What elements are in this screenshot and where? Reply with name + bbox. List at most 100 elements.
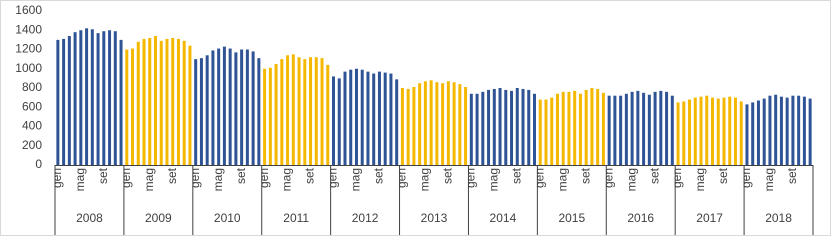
bar (142, 38, 146, 165)
x-tick-label: gen (463, 168, 477, 188)
bar (555, 93, 559, 165)
bar (756, 100, 760, 165)
bar (774, 94, 778, 165)
bar (469, 93, 473, 165)
bar (590, 88, 594, 165)
bar (446, 81, 450, 165)
bar (452, 82, 456, 165)
bar (234, 52, 238, 166)
bar (96, 33, 100, 166)
bar (492, 88, 496, 165)
x-tick-label: set (509, 167, 523, 184)
bar (62, 38, 66, 165)
bar (148, 37, 152, 166)
bar (354, 68, 358, 165)
bar (343, 71, 347, 165)
bar (73, 32, 77, 165)
x-tick-label: set (441, 167, 455, 184)
bar (682, 101, 686, 165)
y-tick-label: 0 (35, 157, 42, 171)
group-label: 2010 (214, 211, 241, 225)
bar (624, 93, 628, 165)
y-tick-label: 1600 (15, 3, 42, 17)
x-tick-label: gen (532, 168, 546, 188)
bar (332, 76, 336, 165)
bar (521, 88, 525, 165)
bar (705, 95, 709, 165)
bar (642, 92, 646, 165)
group-label: 2017 (696, 211, 723, 225)
bar (268, 67, 272, 165)
bar (676, 102, 680, 165)
x-tick-label: gen (257, 168, 271, 188)
x-tick-label: set (234, 167, 248, 184)
x-tick-label: gen (670, 168, 684, 188)
x-tick-label: set (165, 167, 179, 184)
bar (280, 59, 284, 165)
y-tick-label: 400 (22, 119, 42, 133)
bar (366, 71, 370, 165)
bar (699, 96, 703, 165)
bar (751, 102, 755, 165)
x-tick-label: set (372, 167, 386, 184)
bar (153, 36, 157, 166)
bar (561, 91, 565, 165)
bar (693, 97, 697, 165)
bar (768, 95, 772, 165)
x-tick-label: gen (119, 168, 133, 188)
bar (596, 88, 600, 165)
bar (176, 38, 180, 165)
x-tick-label: mag (693, 168, 707, 191)
bar (159, 40, 163, 165)
bar (423, 81, 427, 165)
bar (797, 95, 801, 165)
bar (211, 50, 215, 165)
x-tick-label: mag (211, 168, 225, 191)
bar (228, 48, 232, 165)
x-tick-label: set (647, 167, 661, 184)
y-tick-label: 800 (22, 80, 42, 94)
bar (716, 98, 720, 165)
bar (217, 48, 221, 165)
group-label: 2015 (558, 211, 585, 225)
bar (251, 51, 255, 165)
y-tick-label: 200 (22, 138, 42, 152)
bar (584, 89, 588, 165)
bar (785, 97, 789, 165)
bar (670, 95, 674, 165)
bar (400, 88, 404, 165)
x-tick-label: gen (601, 168, 615, 188)
bar (728, 96, 732, 165)
group-label: 2014 (490, 211, 517, 225)
x-tick-label: mag (73, 168, 87, 191)
bar (412, 87, 416, 165)
bar (337, 78, 341, 165)
x-tick-label: gen (739, 168, 753, 188)
bar (739, 101, 743, 165)
x-tick-label: set (96, 167, 110, 184)
bar (647, 94, 651, 165)
bar (802, 96, 806, 165)
y-tick-label: 1400 (15, 22, 42, 36)
bar (389, 73, 393, 165)
bar (464, 87, 468, 165)
bar (56, 39, 60, 165)
x-tick-label: mag (349, 168, 363, 191)
bar (544, 99, 548, 165)
bar (113, 31, 117, 166)
y-tick-label: 600 (22, 99, 42, 113)
group-label: 2013 (421, 211, 448, 225)
bar (498, 88, 502, 165)
bar (320, 58, 324, 165)
bar (808, 98, 812, 165)
bar (291, 54, 295, 165)
bar (791, 95, 795, 165)
bar (188, 45, 192, 165)
bar (532, 93, 536, 165)
bar (636, 90, 640, 165)
x-tick-label: mag (624, 168, 638, 191)
bar (240, 49, 244, 165)
bar (573, 90, 577, 165)
bar (182, 40, 186, 165)
